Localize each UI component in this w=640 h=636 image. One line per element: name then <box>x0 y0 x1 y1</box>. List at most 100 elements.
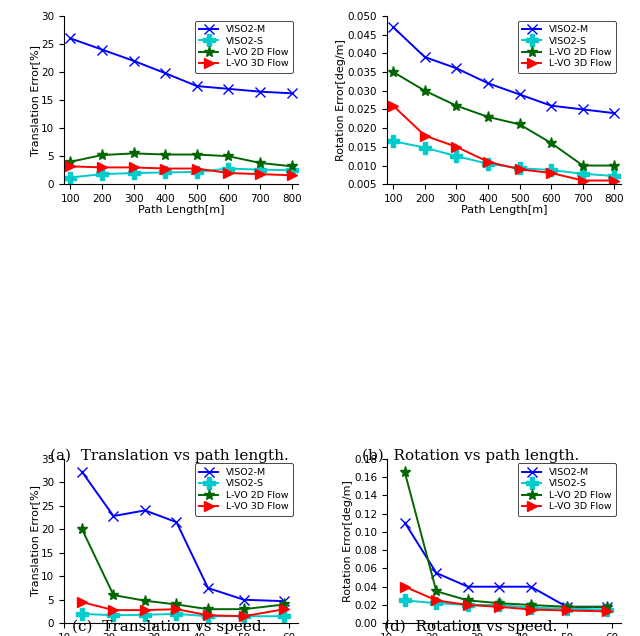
L-VO 3D Flow <box>141 606 149 614</box>
L-VO 3D Flow <box>240 612 248 620</box>
L-VO 3D Flow <box>389 102 397 109</box>
L-VO 3D Flow <box>130 163 138 171</box>
Line: VISO2-M: VISO2-M <box>400 518 612 612</box>
VISO2-S <box>161 169 169 176</box>
Line: L-VO 3D Flow: L-VO 3D Flow <box>77 597 289 621</box>
VISO2-M <box>130 57 138 65</box>
VISO2-M <box>421 53 429 61</box>
L-VO 2D Flow <box>433 588 440 595</box>
Line: VISO2-M: VISO2-M <box>77 467 289 606</box>
L-VO 2D Flow <box>464 597 472 604</box>
Y-axis label: Translation Error[%]: Translation Error[%] <box>29 485 40 597</box>
L-VO 2D Flow <box>225 153 232 160</box>
VISO2-M <box>280 597 288 605</box>
L-VO 3D Flow <box>98 163 106 171</box>
L-VO 2D Flow <box>78 525 86 533</box>
VISO2-S <box>240 612 248 620</box>
VISO2-M <box>401 519 409 527</box>
L-VO 3D Flow <box>401 583 409 590</box>
Y-axis label: Rotation Error[deg/m]: Rotation Error[deg/m] <box>336 39 346 161</box>
L-VO 3D Flow <box>173 605 180 613</box>
VISO2-M <box>141 507 149 515</box>
Line: VISO2-S: VISO2-S <box>387 135 621 183</box>
VISO2-M <box>193 82 200 90</box>
VISO2-M <box>389 24 397 31</box>
Legend: VISO2-M, VISO2-S, L-VO 2D Flow, L-VO 3D Flow: VISO2-M, VISO2-S, L-VO 2D Flow, L-VO 3D … <box>518 464 616 516</box>
VISO2-M <box>240 596 248 604</box>
VISO2-M <box>109 512 117 520</box>
VISO2-M <box>527 583 534 590</box>
Text: (c)  Translation vs speed.: (c) Translation vs speed. <box>72 620 267 635</box>
L-VO 2D Flow <box>173 600 180 608</box>
L-VO 2D Flow <box>547 139 555 147</box>
VISO2-S <box>193 168 200 176</box>
Line: L-VO 2D Flow: L-VO 2D Flow <box>399 467 613 612</box>
VISO2-S <box>130 169 138 177</box>
L-VO 2D Flow <box>421 87 429 95</box>
VISO2-S <box>173 610 180 618</box>
Legend: VISO2-M, VISO2-S, L-VO 2D Flow, L-VO 3D Flow: VISO2-M, VISO2-S, L-VO 2D Flow, L-VO 3D … <box>518 20 616 73</box>
L-VO 3D Flow <box>421 132 429 139</box>
Y-axis label: Rotation Error[deg/m]: Rotation Error[deg/m] <box>342 480 353 602</box>
Line: VISO2-S: VISO2-S <box>76 607 291 623</box>
VISO2-S <box>464 601 472 609</box>
X-axis label: Path Length[m]: Path Length[m] <box>461 205 547 216</box>
VISO2-S <box>67 174 74 181</box>
Line: L-VO 3D Flow: L-VO 3D Flow <box>65 162 296 180</box>
L-VO 3D Flow <box>193 165 200 172</box>
Legend: VISO2-M, VISO2-S, L-VO 2D Flow, L-VO 3D Flow: VISO2-M, VISO2-S, L-VO 2D Flow, L-VO 3D … <box>195 20 293 73</box>
L-VO 2D Flow <box>611 162 618 169</box>
L-VO 3D Flow <box>527 605 534 613</box>
VISO2-M <box>98 46 106 53</box>
VISO2-M <box>495 583 503 590</box>
VISO2-S <box>611 172 618 180</box>
L-VO 3D Flow <box>433 597 440 604</box>
Line: VISO2-M: VISO2-M <box>65 34 296 98</box>
L-VO 3D Flow <box>67 162 74 170</box>
L-VO 2D Flow <box>193 151 200 158</box>
VISO2-S <box>452 153 460 160</box>
Line: VISO2-S: VISO2-S <box>399 594 614 616</box>
L-VO 2D Flow <box>495 599 503 607</box>
Y-axis label: Translation Error[%]: Translation Error[%] <box>29 45 40 156</box>
VISO2-S <box>78 610 86 618</box>
L-VO 3D Flow <box>604 607 611 615</box>
VISO2-M <box>225 85 232 93</box>
VISO2-S <box>495 601 503 609</box>
VISO2-M <box>516 91 524 99</box>
L-VO 2D Flow <box>452 102 460 109</box>
VISO2-S <box>433 599 440 607</box>
L-VO 3D Flow <box>161 165 169 172</box>
L-VO 2D Flow <box>130 149 138 157</box>
L-VO 3D Flow <box>547 169 555 177</box>
Legend: VISO2-M, VISO2-S, L-VO 2D Flow, L-VO 3D Flow: VISO2-M, VISO2-S, L-VO 2D Flow, L-VO 3D … <box>195 464 293 516</box>
Line: VISO2-M: VISO2-M <box>388 22 620 118</box>
L-VO 2D Flow <box>516 121 524 128</box>
L-VO 3D Flow <box>464 601 472 609</box>
VISO2-M <box>78 468 86 476</box>
VISO2-M <box>611 109 618 117</box>
VISO2-S <box>484 160 492 167</box>
L-VO 3D Flow <box>78 598 86 606</box>
L-VO 3D Flow <box>516 165 524 173</box>
VISO2-S <box>579 170 587 177</box>
VISO2-M <box>563 603 571 611</box>
Line: L-VO 2D Flow: L-VO 2D Flow <box>76 523 290 615</box>
VISO2-S <box>527 604 534 612</box>
VISO2-S <box>516 164 524 172</box>
Line: L-VO 2D Flow: L-VO 2D Flow <box>65 148 297 172</box>
VISO2-M <box>288 90 296 97</box>
VISO2-S <box>547 166 555 174</box>
L-VO 2D Flow <box>141 597 149 605</box>
VISO2-S <box>256 166 264 174</box>
L-VO 3D Flow <box>611 177 618 184</box>
Line: VISO2-S: VISO2-S <box>64 162 298 184</box>
L-VO 2D Flow <box>389 68 397 76</box>
VISO2-S <box>604 605 611 613</box>
L-VO 3D Flow <box>109 606 117 614</box>
L-VO 2D Flow <box>204 605 212 613</box>
VISO2-M <box>161 69 169 77</box>
L-VO 2D Flow <box>288 162 296 170</box>
L-VO 3D Flow <box>225 169 232 177</box>
L-VO 2D Flow <box>256 159 264 167</box>
